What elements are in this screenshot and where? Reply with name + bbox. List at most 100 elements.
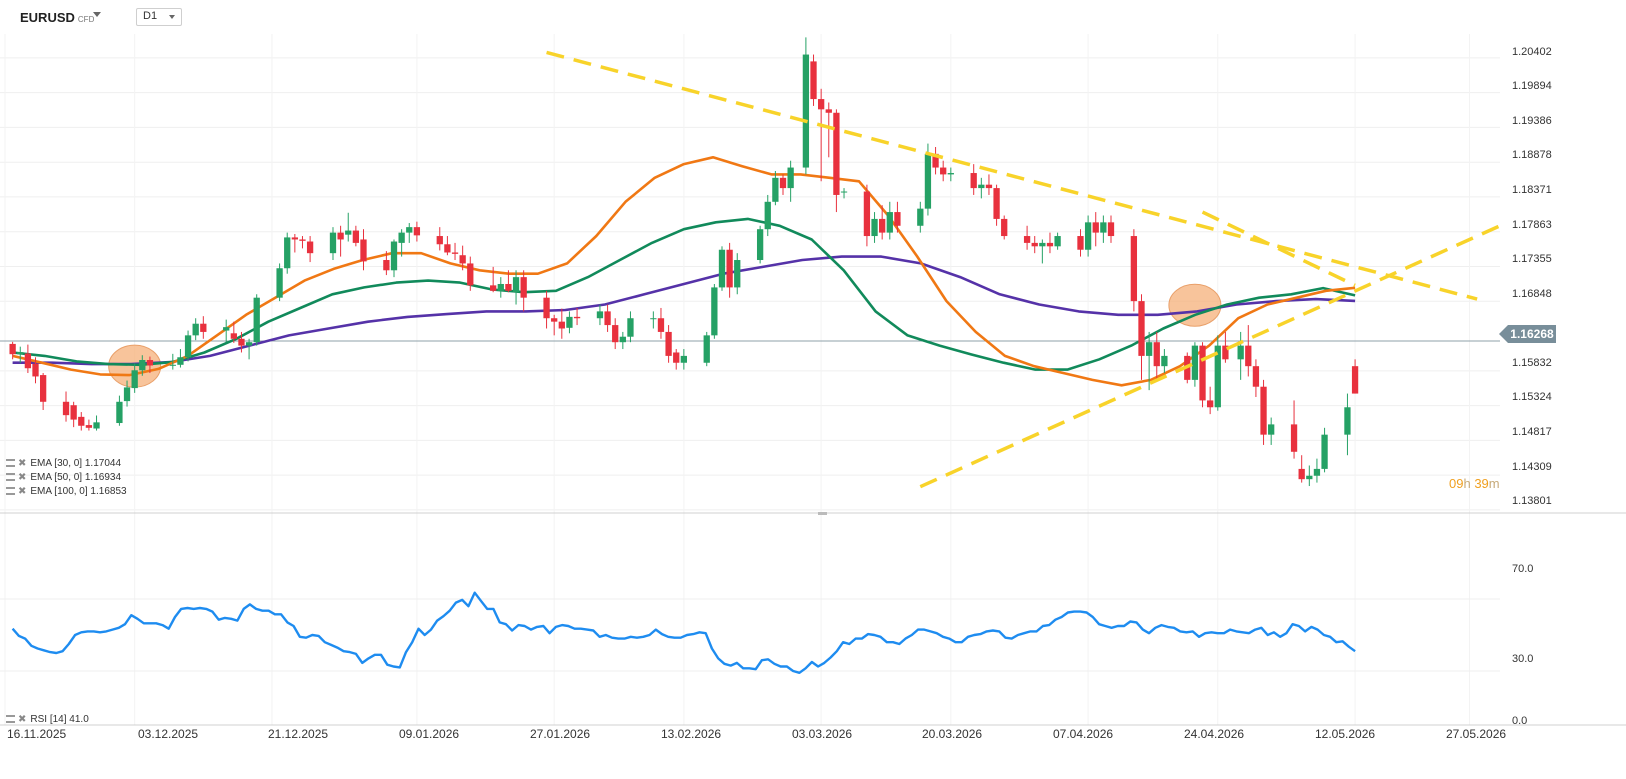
candle-body (24, 353, 32, 369)
candle-body (840, 191, 848, 193)
candle-body (1351, 366, 1359, 394)
candle-body (879, 218, 886, 233)
legend-ema100-label: EMA [100, 0] 1.16853 (30, 486, 127, 497)
close-icon[interactable]: ✖ (18, 714, 27, 725)
candle-body (17, 352, 24, 355)
settings-icon[interactable] (6, 487, 15, 496)
candle-body (1100, 222, 1107, 233)
candle-body (131, 370, 138, 389)
legend-ema50-label: EMA [50, 0] 1.16934 (30, 472, 122, 483)
legend-ema30-label: EMA [30, 0] 1.17044 (30, 458, 122, 469)
candle-body (85, 425, 93, 428)
candle-body (932, 153, 939, 168)
price-tick: 1.20402 (1512, 46, 1552, 58)
trendlines[interactable] (546, 50, 1501, 489)
price-tick: 1.18878 (1512, 149, 1552, 161)
price-tick: 1.13801 (1512, 495, 1552, 507)
candle-body (1214, 345, 1221, 408)
chart-toolbar: EURUSD CFD D1 (0, 0, 1626, 34)
date-tick: 07.04.2026 (1053, 727, 1114, 741)
candle-body (245, 342, 253, 346)
candle-body (383, 260, 390, 271)
candle-body (1039, 242, 1046, 247)
settings-icon[interactable] (6, 459, 15, 468)
candle-body (619, 336, 626, 343)
close-icon[interactable]: ✖ (18, 486, 27, 497)
candle-body (1130, 236, 1138, 302)
candles (9, 37, 1359, 487)
ema100-line (12, 255, 1356, 366)
candle-body (299, 239, 306, 241)
candle-body (123, 387, 131, 402)
candle-body (1290, 424, 1298, 452)
ema30-line (12, 156, 1356, 387)
candle-body (352, 230, 360, 243)
chevron-down-icon (169, 15, 175, 19)
legend-rsi[interactable]: ✖ RSI [14] 41.0 (6, 714, 89, 725)
price-tick: 1.18371 (1512, 184, 1552, 196)
settings-icon[interactable] (6, 715, 15, 724)
countdown-minutes-unit: m (1488, 476, 1500, 491)
candle-body (810, 61, 817, 100)
legend-ema100[interactable]: ✖ EMA [100, 0] 1.16853 (6, 486, 127, 497)
candle-body (825, 109, 832, 113)
candle-body (1321, 434, 1328, 469)
candle-body (1054, 236, 1061, 247)
candle-body (223, 327, 230, 331)
trendline (919, 224, 1501, 489)
candle-body (1344, 407, 1351, 435)
legend-ema30[interactable]: ✖ EMA [30, 0] 1.17044 (6, 458, 121, 469)
price-tick: 1.19894 (1512, 80, 1552, 92)
candle-body (543, 297, 550, 319)
panel-resize-handle (818, 512, 827, 515)
candle-body (1145, 342, 1153, 356)
candle-body (1023, 236, 1031, 243)
close-icon[interactable]: ✖ (18, 472, 27, 483)
candle-body (1077, 236, 1084, 250)
candle-body (1199, 345, 1206, 401)
candle-body (1107, 222, 1115, 237)
candle-body (32, 363, 39, 377)
candle-body (436, 236, 443, 245)
grid (0, 34, 1500, 725)
candle-body (772, 177, 779, 202)
candle-body (787, 167, 794, 189)
candle-body (1252, 366, 1260, 387)
legend-ema50[interactable]: ✖ EMA [50, 0] 1.16934 (6, 472, 121, 483)
ema-lines (12, 156, 1356, 387)
candle-body (1153, 342, 1160, 367)
candle-body (398, 232, 405, 243)
rsi-panel (11, 591, 1356, 674)
candle-body (1237, 345, 1244, 360)
rsi-tick: 70.0 (1512, 563, 1534, 575)
timeframe-select[interactable]: D1 (136, 8, 182, 26)
candle-body (871, 218, 878, 237)
candle-body (1245, 345, 1252, 367)
candle-body (39, 375, 47, 402)
candle-body (169, 364, 176, 366)
countdown-hours-unit: h (1463, 476, 1471, 491)
candle-body (802, 54, 810, 168)
candle-body (886, 212, 893, 233)
candle-body (764, 201, 771, 230)
candle-body (917, 208, 924, 226)
close-icon[interactable]: ✖ (18, 458, 27, 469)
symbol-dropdown-icon[interactable] (93, 12, 101, 17)
candle-body (1092, 222, 1099, 233)
candle-body (413, 227, 421, 236)
candle-body (627, 318, 634, 337)
candle-body (406, 227, 413, 233)
candle-body (924, 153, 932, 209)
candle-body (146, 360, 154, 366)
candle-body (863, 191, 871, 237)
price-tick: 1.15832 (1512, 357, 1552, 369)
candle-body (650, 318, 657, 320)
candle-body (657, 318, 665, 332)
settings-icon[interactable] (6, 473, 15, 482)
candle-body (1222, 345, 1229, 360)
symbol-selector[interactable]: EURUSD CFD (20, 10, 94, 25)
candle-body (985, 184, 993, 189)
candle-countdown: 09h 39m (1449, 476, 1500, 491)
candle-body (1001, 218, 1008, 237)
